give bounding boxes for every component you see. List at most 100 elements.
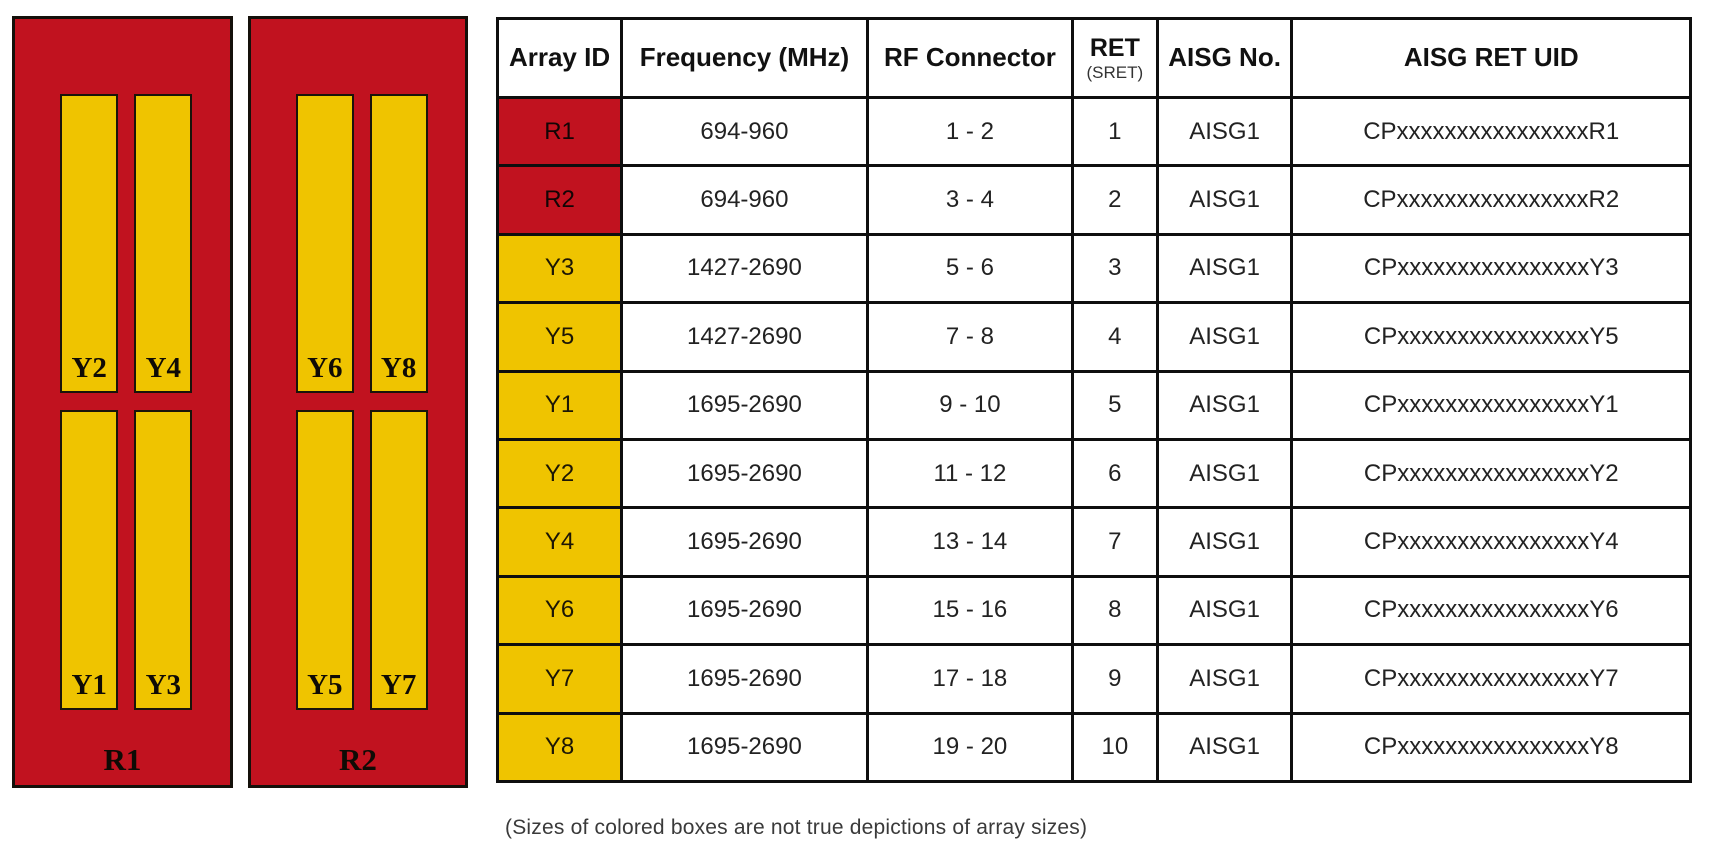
aisg-no-cell: AISG1 (1155, 643, 1294, 715)
rf-connector-cell: 13 - 14 (865, 506, 1075, 578)
array-bar-y3: Y3 (134, 409, 193, 710)
aisg-no-cell: AISG1 (1155, 95, 1294, 168)
aisg-ret-uid-cell: CPxxxxxxxxxxxxxxxxR1 (1290, 95, 1692, 168)
table-header-row: Array ID Frequency (MHz) RF Connector RE… (495, 17, 1692, 99)
rf-connector-cell: 1 - 2 (865, 95, 1075, 168)
frequency-cell: 1427-2690 (620, 301, 869, 373)
ret-cell: 4 (1071, 301, 1159, 373)
array-bar-label: Y7 (380, 668, 417, 701)
aisg-ret-uid-cell: CPxxxxxxxxxxxxxxxxY2 (1290, 437, 1692, 510)
ret-cell: 10 (1071, 711, 1159, 784)
rf-connector-cell: 5 - 6 (865, 232, 1075, 305)
frequency-cell: 1695-2690 (620, 711, 869, 784)
aisg-ret-uid-cell: CPxxxxxxxxxxxxxxxxR2 (1290, 164, 1692, 236)
table-row: R1 694-960 1 - 2 1 AISG1 CPxxxxxxxxxxxxx… (495, 95, 1692, 168)
frequency-cell: 1695-2690 (620, 574, 869, 647)
aisg-no-cell: AISG1 (1155, 369, 1294, 441)
array-bar-y1: Y1 (60, 409, 119, 710)
array-id-cell: Y4 (495, 506, 624, 578)
rf-connector-cell: 9 - 10 (865, 369, 1075, 441)
rf-connector-cell: 11 - 12 (865, 437, 1075, 510)
ret-table: Array ID Frequency (MHz) RF Connector RE… (495, 17, 1692, 784)
array-bar-label: Y6 (307, 351, 343, 384)
aisg-no-cell: AISG1 (1155, 437, 1294, 510)
aisg-ret-uid-cell: CPxxxxxxxxxxxxxxxxY7 (1290, 643, 1692, 715)
array-bar-y8: Y8 (369, 94, 428, 393)
header-array-id: Array ID (495, 17, 624, 99)
rf-connector-cell: 7 - 8 (865, 301, 1075, 373)
rf-connector-cell: 17 - 18 (865, 643, 1075, 715)
aisg-ret-uid-cell: CPxxxxxxxxxxxxxxxxY5 (1290, 301, 1692, 373)
rf-connector-cell: 15 - 16 (865, 574, 1075, 647)
ret-cell: 3 (1071, 232, 1159, 305)
array-bar-label: Y1 (71, 668, 107, 701)
array-id-cell: R2 (495, 164, 624, 236)
header-aisg-no: AISG No. (1155, 17, 1294, 99)
table-row: Y3 1427-2690 5 - 6 3 AISG1 CPxxxxxxxxxxx… (495, 232, 1692, 305)
frequency-cell: 1695-2690 (620, 369, 869, 441)
ret-cell: 8 (1071, 574, 1159, 647)
rf-connector-cell: 19 - 20 (865, 711, 1075, 784)
header-ret: RET (SRET) (1071, 17, 1159, 99)
aisg-ret-uid-cell: CPxxxxxxxxxxxxxxxxY6 (1290, 574, 1692, 647)
aisg-ret-uid-cell: CPxxxxxxxxxxxxxxxxY1 (1290, 369, 1692, 441)
ret-cell: 9 (1071, 643, 1159, 715)
ret-cell: 7 (1071, 506, 1159, 578)
frequency-cell: 694-960 (620, 95, 869, 168)
array-id-cell: Y2 (495, 437, 624, 510)
array-bar-y4: Y4 (134, 94, 193, 393)
array-bar-label: Y2 (71, 351, 107, 384)
array-bar-y2: Y2 (60, 94, 119, 393)
ret-cell: 5 (1071, 369, 1159, 441)
array-id-cell: R1 (495, 95, 624, 168)
frequency-cell: 1695-2690 (620, 506, 869, 578)
rf-connector-cell: 3 - 4 (865, 164, 1075, 236)
antenna-panel-r2: Y6 Y8 Y5 Y7 R2 (248, 16, 468, 788)
aisg-ret-uid-cell: CPxxxxxxxxxxxxxxxxY8 (1290, 711, 1692, 784)
array-id-cell: Y3 (495, 232, 624, 305)
header-aisg-ret-uid: AISG RET UID (1290, 17, 1692, 99)
frequency-cell: 1695-2690 (620, 437, 869, 510)
frequency-cell: 694-960 (620, 164, 869, 236)
aisg-no-cell: AISG1 (1155, 301, 1294, 373)
array-bar-label: Y8 (380, 351, 417, 384)
array-bar-label: Y4 (145, 351, 182, 384)
panel-label-r1: R1 (103, 742, 142, 777)
ret-cell: 6 (1071, 437, 1159, 510)
header-frequency: Frequency (MHz) (620, 17, 869, 99)
aisg-no-cell: AISG1 (1155, 711, 1294, 784)
figure-caption: (Sizes of colored boxes are not true dep… (505, 816, 1088, 839)
ret-table-container: Array ID Frequency (MHz) RF Connector RE… (495, 17, 1692, 784)
array-bar-y6: Y6 (295, 94, 354, 393)
panel-label-r2: R2 (339, 742, 377, 777)
table-row: R2 694-960 3 - 4 2 AISG1 CPxxxxxxxxxxxxx… (495, 164, 1692, 236)
ret-cell: 1 (1071, 95, 1159, 168)
antenna-panel-r1: Y2 Y4 Y1 Y3 R1 (12, 16, 233, 788)
aisg-no-cell: AISG1 (1155, 506, 1294, 578)
array-id-cell: Y7 (495, 643, 624, 715)
table-row: Y8 1695-2690 19 - 20 10 AISG1 CPxxxxxxxx… (495, 711, 1692, 784)
array-id-cell: Y1 (495, 369, 624, 441)
aisg-no-cell: AISG1 (1155, 232, 1294, 305)
header-rf-connector: RF Connector (865, 17, 1075, 99)
table-row: Y2 1695-2690 11 - 12 6 AISG1 CPxxxxxxxxx… (495, 437, 1692, 510)
table-row: Y1 1695-2690 9 - 10 5 AISG1 CPxxxxxxxxxx… (495, 369, 1692, 441)
aisg-ret-uid-cell: CPxxxxxxxxxxxxxxxxY3 (1290, 232, 1692, 305)
table-row: Y7 1695-2690 17 - 18 9 AISG1 CPxxxxxxxxx… (495, 643, 1692, 715)
header-ret-main: RET (1089, 33, 1140, 62)
frequency-cell: 1695-2690 (620, 643, 869, 715)
ret-cell: 2 (1071, 164, 1159, 236)
aisg-ret-uid-cell: CPxxxxxxxxxxxxxxxxY4 (1290, 506, 1692, 578)
table-row: Y4 1695-2690 13 - 14 7 AISG1 CPxxxxxxxxx… (495, 506, 1692, 578)
array-bar-y5: Y5 (295, 409, 354, 710)
aisg-no-cell: AISG1 (1155, 164, 1294, 236)
frequency-cell: 1427-2690 (620, 232, 869, 305)
array-bar-label: Y3 (145, 668, 182, 701)
table-row: Y6 1695-2690 15 - 16 8 AISG1 CPxxxxxxxxx… (495, 574, 1692, 647)
array-id-cell: Y8 (495, 711, 624, 784)
array-bar-y7: Y7 (369, 409, 428, 710)
aisg-no-cell: AISG1 (1155, 574, 1294, 647)
array-id-cell: Y5 (495, 301, 624, 373)
array-id-cell: Y6 (495, 574, 624, 647)
array-bar-label: Y5 (307, 668, 343, 701)
